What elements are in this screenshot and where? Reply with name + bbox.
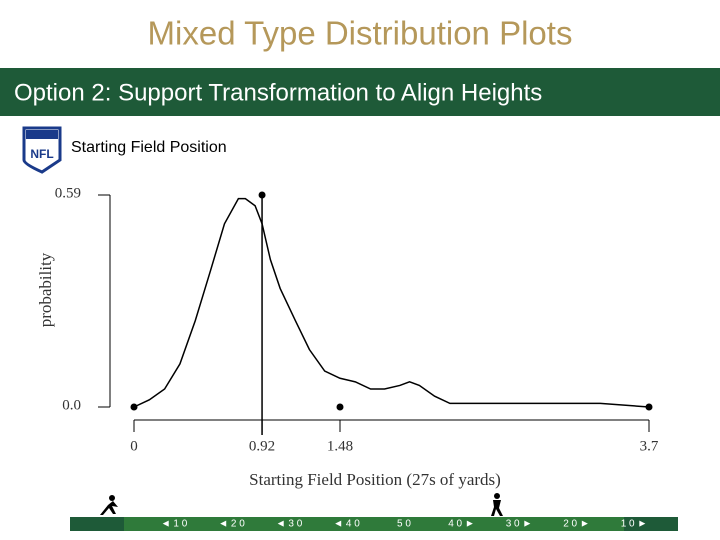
banner-text: Option 2: Support Transformation to Alig…: [14, 79, 542, 106]
field-strip: [70, 517, 678, 531]
x-tick-label: 1.48: [327, 438, 353, 454]
yard-label: 2 0 ►: [563, 519, 590, 530]
x-tick-label: 0.92: [249, 438, 275, 454]
slide-title: Mixed Type Distribution Plots: [148, 15, 573, 52]
yard-label: 3 0 ►: [506, 519, 533, 530]
end-zone: [70, 517, 124, 531]
banner-bg: [0, 68, 720, 116]
point: [130, 403, 138, 411]
end-zone: [624, 517, 678, 531]
chart-title: Starting Field Position: [71, 139, 227, 156]
point: [645, 403, 653, 411]
yard-label: ◄ 2 0: [218, 519, 245, 530]
y-axis-label: probability: [36, 252, 55, 327]
x-tick-label: 0: [130, 438, 138, 454]
point: [336, 403, 344, 411]
yard-label: ◄ 4 0: [333, 519, 360, 530]
svg-text:NFL: NFL: [30, 147, 53, 161]
x-tick-label: 3.7: [640, 438, 659, 454]
point: [258, 191, 266, 199]
yard-label: ◄ 3 0: [276, 519, 303, 530]
x-axis-label: Starting Field Position (27s of yards): [249, 470, 501, 489]
yard-label: 5 0: [397, 519, 411, 530]
y-tick-label: 0.59: [55, 185, 81, 201]
yard-label: ◄ 1 0: [161, 519, 188, 530]
yard-label: 1 0 ►: [621, 519, 648, 530]
density-curve: [133, 197, 650, 408]
nfl-logo: NFL: [22, 126, 62, 174]
y-tick-label: 0.0: [62, 397, 81, 413]
yard-label: 4 0 ►: [448, 519, 475, 530]
runner-icons: [100, 493, 503, 516]
